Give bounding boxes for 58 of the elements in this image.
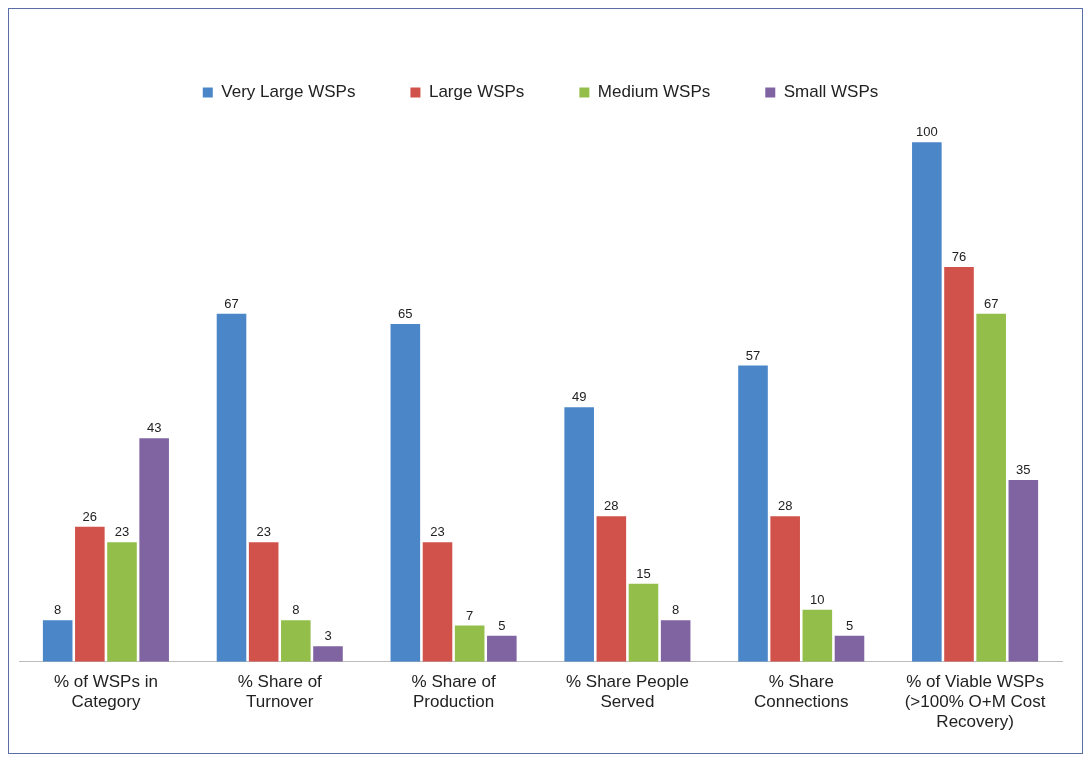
legend-label: Large WSPs <box>428 82 525 102</box>
data-label: 8 <box>292 602 300 618</box>
bar <box>216 313 247 662</box>
x-tick-label: % of Viable WSPs (>100% O+M Cost Recovery) <box>904 671 1046 732</box>
data-label: 3 <box>324 628 332 644</box>
data-label: 8 <box>54 602 62 618</box>
data-label: 7 <box>466 607 474 623</box>
data-label: 65 <box>398 306 413 322</box>
data-label: 23 <box>256 524 271 540</box>
legend-label: Small WSPs <box>783 82 879 102</box>
x-tick-label: % of WSPs in Category <box>53 671 158 712</box>
bar <box>422 542 453 662</box>
bar <box>1008 479 1039 662</box>
bar <box>944 266 974 662</box>
bar <box>802 609 833 662</box>
data-label: 5 <box>498 617 506 633</box>
data-label: 67 <box>983 295 999 311</box>
bar <box>390 324 421 662</box>
bar <box>487 635 517 662</box>
x-tick-label: % Share of Production <box>411 671 496 712</box>
data-label: 28 <box>777 498 793 514</box>
data-label: 43 <box>146 420 162 436</box>
bar <box>738 365 768 662</box>
bar <box>75 526 105 662</box>
bar <box>248 542 279 662</box>
data-label: 28 <box>604 498 619 514</box>
data-label: 100 <box>915 124 938 140</box>
data-label: 26 <box>82 508 98 524</box>
x-tick-label: % Share People Served <box>565 671 689 712</box>
data-label: 23 <box>430 524 445 540</box>
bar <box>281 620 311 662</box>
x-tick-label: % Share Connections <box>753 671 849 712</box>
data-label: 10 <box>810 591 825 607</box>
legend-label: Very Large WSPs <box>221 82 356 102</box>
bar <box>628 583 659 662</box>
data-label: 23 <box>114 524 130 540</box>
bar <box>976 313 1006 662</box>
bar <box>912 142 942 662</box>
bar <box>139 438 169 662</box>
bar <box>596 516 627 662</box>
data-label: 57 <box>745 347 761 363</box>
bar <box>660 620 691 662</box>
bar <box>770 516 800 662</box>
bar <box>834 635 865 662</box>
data-label: 35 <box>1016 462 1031 478</box>
data-label: 76 <box>951 248 967 264</box>
data-label: 49 <box>571 389 587 405</box>
bar <box>42 620 73 662</box>
x-tick-label: % Share of Turnover <box>237 671 323 712</box>
data-label: 8 <box>672 602 680 618</box>
bar <box>564 407 594 662</box>
bar <box>107 542 137 662</box>
data-label: 5 <box>845 617 854 633</box>
data-label: 15 <box>636 565 651 581</box>
data-label: 67 <box>224 295 239 311</box>
bar <box>313 646 343 662</box>
legend-label: Medium WSPs <box>597 82 711 102</box>
bar <box>454 625 485 662</box>
